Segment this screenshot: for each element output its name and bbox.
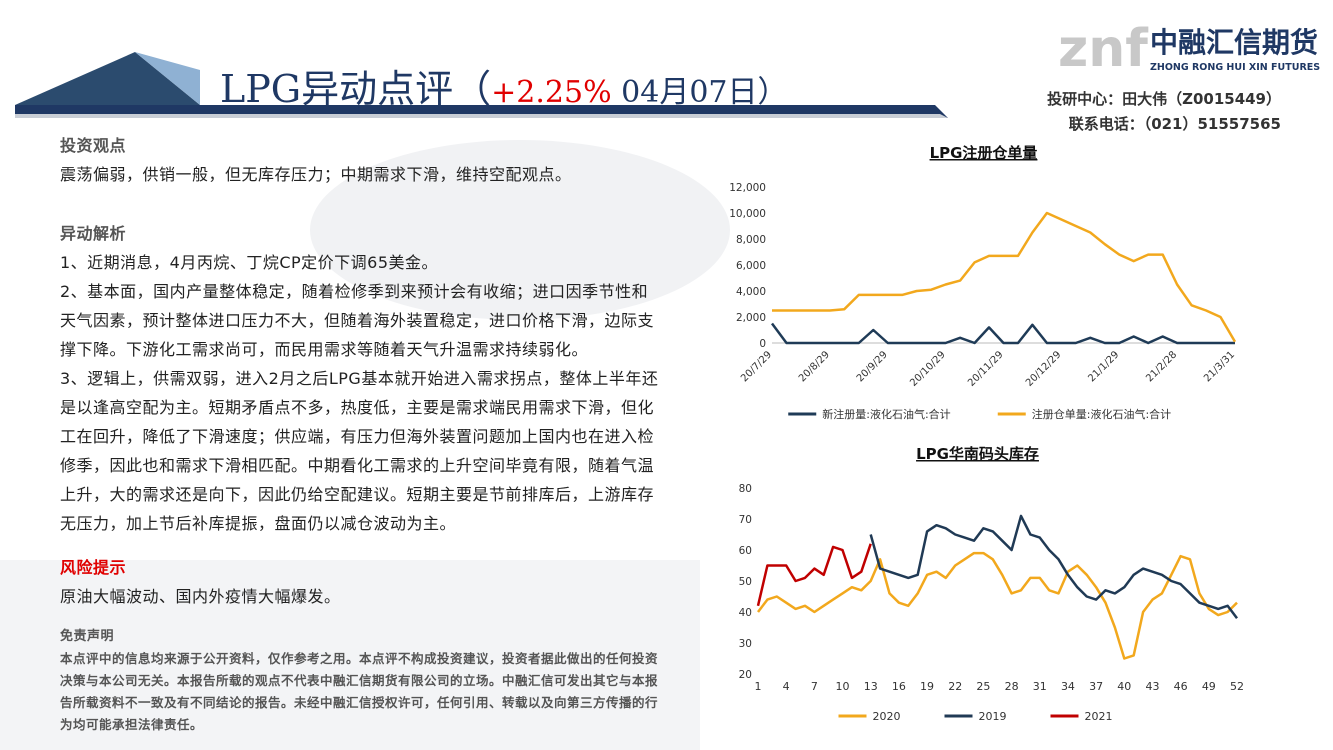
disclaimer-text: 本点评中的信息均来源于公开资料，仅作参考之用。本点评不构成投资建议，投资者据此做… xyxy=(60,651,659,732)
y-tick-label: 2,000 xyxy=(736,312,766,324)
series-line xyxy=(869,514,1238,619)
x-tick-label: 20/12/29 xyxy=(1024,349,1064,389)
x-tick-label: 52 xyxy=(1230,680,1244,693)
x-tick-label: 34 xyxy=(1061,680,1075,693)
title: LPG异动点评（+2.25% 04月07日） xyxy=(220,58,788,113)
contact: 联系电话：（021）51557565 xyxy=(1068,115,1281,133)
x-tick-label: 21/1/29 xyxy=(1086,349,1121,384)
x-tick-label: 37 xyxy=(1089,680,1103,693)
paragraph: 3、逻辑上，供需双弱，进入2月之后LPG基本就开始进入需求拐点，整体上半年还是以… xyxy=(60,369,659,533)
x-tick-label: 10 xyxy=(836,680,850,693)
paragraph: 2、基本面，国内产量整体稳定，随着检修季到来预计会有收缩；进口因季节性和天气因素… xyxy=(60,282,655,359)
x-tick-label: 46 xyxy=(1174,680,1188,693)
paragraph: 1、近期消息，4月丙烷、丁烷CP定价下调65美金。 xyxy=(60,253,439,272)
x-tick-label: 20/8/29 xyxy=(797,349,832,384)
y-tick-label: 0 xyxy=(759,338,766,350)
contact: 投研中心：田大伟（Z0015449） xyxy=(1047,90,1281,108)
paragraph: 震荡偏弱，供销一般，但无库存压力；中期需求下滑，维持空配观点。 xyxy=(60,165,572,184)
section-heading: 异动解析 xyxy=(60,224,127,243)
y-tick-label: 70 xyxy=(739,514,752,526)
disclaimer-heading: 免责声明 xyxy=(60,629,115,644)
header-bar-shade xyxy=(15,114,948,118)
price-change: +2.25% xyxy=(491,75,612,110)
legend-label: 注册仓单量:液化石油气:合计 xyxy=(1032,407,1171,421)
y-tick-label: 50 xyxy=(739,576,752,588)
x-tick-label: 22 xyxy=(948,680,962,693)
x-tick-label: 1 xyxy=(755,680,762,693)
x-tick-label: 20/7/29 xyxy=(739,349,774,384)
x-tick-label: 31 xyxy=(1033,680,1047,693)
skyline-decoration xyxy=(0,560,700,750)
y-tick-label: 80 xyxy=(739,483,752,495)
x-tick-label: 20/10/29 xyxy=(908,349,948,389)
section: 异动解析 1、近期消息，4月丙烷、丁烷CP定价下调65美金。 2、基本面，国内产… xyxy=(60,219,660,538)
x-tick-label: 16 xyxy=(892,680,906,693)
chart-title: LPG华南码头库存 xyxy=(916,445,1039,463)
legend-label: 新注册量:液化石油气:合计 xyxy=(822,407,950,421)
disclaimer: 免责声明 本点评中的信息均来源于公开资料，仅作参考之用。本点评不构成投资建议，投… xyxy=(60,626,665,736)
legend-label: 2021 xyxy=(1085,710,1113,723)
x-tick-label: 28 xyxy=(1005,680,1019,693)
company-name: 中融汇信期货 xyxy=(1150,26,1318,59)
x-tick-label: 40 xyxy=(1117,680,1131,693)
company-name-en: ZHONG RONG HUI XIN FUTURES xyxy=(1150,62,1320,73)
y-tick-label: 20 xyxy=(739,669,752,681)
series-line xyxy=(756,543,872,607)
x-tick-label: 43 xyxy=(1145,680,1159,693)
chart-title: LPG注册仓单量 xyxy=(930,144,1038,162)
x-tick-label: 20/11/29 xyxy=(966,349,1006,389)
map-decoration xyxy=(310,140,730,320)
x-tick-label: 4 xyxy=(783,680,790,693)
legend-label: 2020 xyxy=(873,710,901,723)
y-tick-label: 30 xyxy=(739,638,752,650)
x-tick-label: 7 xyxy=(811,680,818,693)
y-tick-label: 4,000 xyxy=(736,286,766,298)
header-triangle xyxy=(15,52,200,105)
y-tick-label: 12,000 xyxy=(729,182,766,194)
series-line xyxy=(772,211,1237,343)
logo-mark: znf xyxy=(1058,19,1149,79)
section: 投资观点 震荡偏弱，供销一般，但无库存压力；中期需求下滑，维持空配观点。 xyxy=(60,131,660,189)
y-tick-label: 8,000 xyxy=(736,234,766,246)
series-line xyxy=(770,322,1235,345)
title-date: 04月07日） xyxy=(611,75,788,110)
x-tick-label: 21/2/28 xyxy=(1144,349,1179,384)
header-triangle-light xyxy=(135,52,200,105)
y-tick-label: 10,000 xyxy=(729,208,766,220)
section-heading: 投资观点 xyxy=(60,136,127,155)
section: 风险提示 原油大幅波动、国内外疫情大幅爆发。 xyxy=(60,553,660,611)
series-line xyxy=(757,551,1238,660)
legend-label: 2019 xyxy=(979,710,1007,723)
y-tick-label: 60 xyxy=(739,545,752,557)
y-tick-label: 6,000 xyxy=(736,260,766,272)
x-tick-label: 19 xyxy=(920,680,934,693)
x-tick-label: 25 xyxy=(976,680,990,693)
section-heading: 风险提示 xyxy=(60,558,127,577)
title-text: LPG异动点评（ xyxy=(220,67,492,111)
paragraph: 原油大幅波动、国内外疫情大幅爆发。 xyxy=(60,587,341,606)
y-tick-label: 40 xyxy=(739,607,752,619)
x-tick-label: 20/9/29 xyxy=(855,349,890,384)
x-tick-label: 13 xyxy=(864,680,878,693)
x-tick-label: 21/3/31 xyxy=(1202,349,1237,384)
x-tick-label: 49 xyxy=(1202,680,1216,693)
